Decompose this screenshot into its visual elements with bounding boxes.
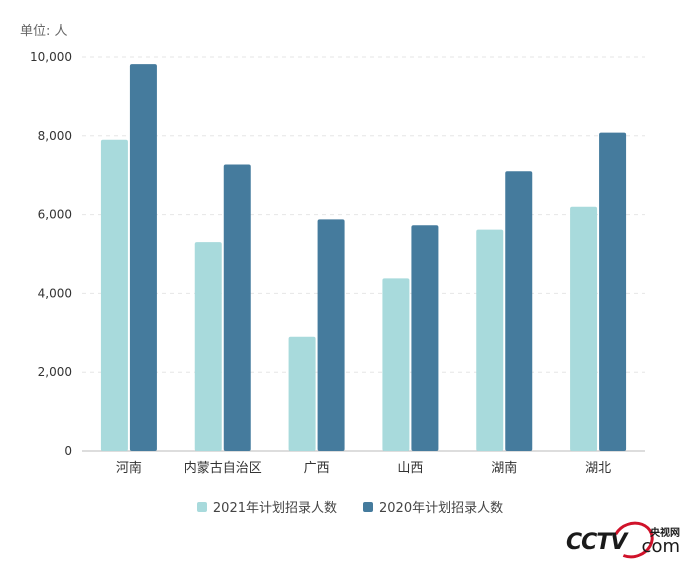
bar-2020[interactable]	[599, 132, 627, 451]
legend-swatch-2021	[196, 501, 207, 512]
bar-chart: 0 2,000 4,000 6,000 8,000 10,000 河南 内蒙古自治区 广西 山西…	[30, 50, 645, 476]
y-tick-label: 0	[64, 444, 72, 458]
bar-2021[interactable]	[194, 242, 222, 451]
bar-2020[interactable]	[317, 219, 345, 451]
y-tick-label: 8,000	[38, 129, 72, 143]
cctv-logo: CCTV 央视网 com	[566, 515, 682, 565]
bar-2021[interactable]	[100, 139, 128, 452]
cctv-logo-text: CCTV	[566, 530, 627, 555]
legend: 2021年计划招录人数 2020年计划招录人数	[0, 497, 700, 516]
x-tick-label: 山西	[397, 461, 423, 476]
x-tick-labels: 河南 内蒙古自治区 广西 山西 湖南 湖北	[116, 460, 611, 476]
bar-2021[interactable]	[288, 336, 316, 451]
legend-swatch-2020	[363, 501, 373, 512]
y-tick-label: 10,000	[30, 50, 72, 64]
bar-2021[interactable]	[382, 278, 410, 451]
x-tick-label: 湖南	[491, 460, 517, 476]
y-tick-label: 2,000	[38, 365, 72, 379]
x-tick-label: 河南	[116, 460, 142, 476]
unit-label: 单位: 人	[20, 24, 68, 39]
bar-2020[interactable]	[223, 164, 251, 451]
legend-item-2021[interactable]: 2021年计划招录人数	[196, 497, 337, 516]
y-tick-label: 6,000	[38, 208, 72, 222]
x-tick-label: 湖北	[585, 461, 611, 476]
legend-label-2021: 2021年计划招录人数	[212, 501, 337, 516]
legend-label-2020: 2020年计划招录人数	[379, 501, 504, 516]
bar-2021[interactable]	[476, 229, 504, 451]
legend-item-2020[interactable]: 2020年计划招录人数	[363, 497, 503, 516]
bars	[100, 64, 627, 452]
bar-2020[interactable]	[129, 64, 157, 451]
grid-layer	[82, 56, 645, 452]
bar-2021[interactable]	[570, 206, 598, 451]
y-tick-labels: 0 2,000 4,000 6,000 8,000 10,000	[30, 50, 72, 458]
bar-2020[interactable]	[411, 225, 439, 451]
x-tick-label: 广西	[304, 461, 330, 476]
bar-2020[interactable]	[505, 171, 533, 451]
cctv-logo-suffix: com	[641, 536, 680, 557]
x-tick-label: 内蒙古自治区	[184, 460, 262, 476]
y-tick-label: 4,000	[38, 286, 72, 300]
cctv-logo-cn: 央视网	[650, 528, 680, 539]
